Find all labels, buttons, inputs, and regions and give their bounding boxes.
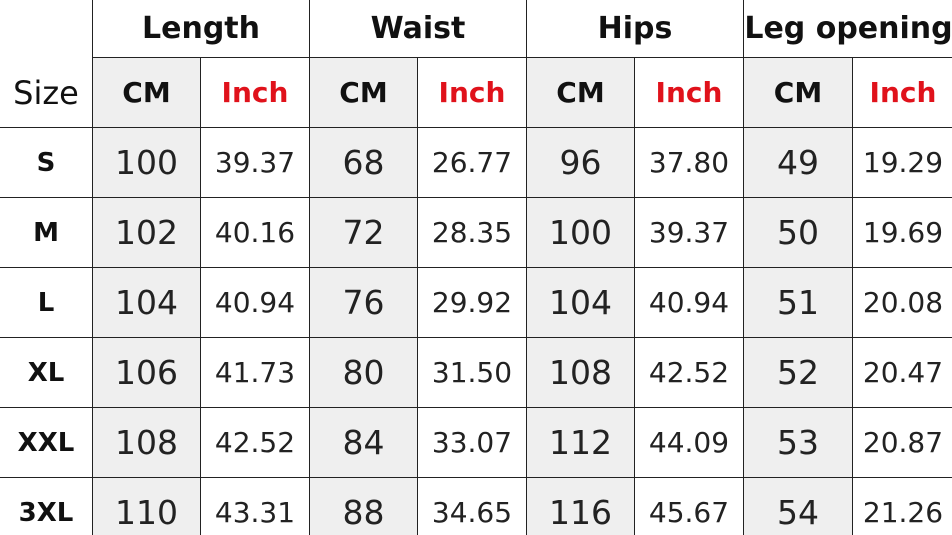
value-cell: 19.29	[853, 128, 952, 198]
size-cell: M	[0, 198, 93, 268]
value-cell: 20.47	[853, 338, 952, 408]
value-cell: 52	[744, 338, 853, 408]
unit-header: Inch	[201, 58, 310, 128]
value-cell: 100	[93, 128, 201, 198]
value-cell: 42.52	[201, 408, 310, 478]
value-cell: 28.35	[418, 198, 527, 268]
size-cell: L	[0, 268, 93, 338]
value-cell: 44.09	[635, 408, 744, 478]
value-cell: 40.16	[201, 198, 310, 268]
value-cell: 42.52	[635, 338, 744, 408]
value-cell: 104	[93, 268, 201, 338]
value-cell: 29.92	[418, 268, 527, 338]
value-cell: 88	[310, 478, 418, 535]
value-cell: 108	[527, 338, 635, 408]
value-cell: 19.69	[853, 198, 952, 268]
size-cell: XL	[0, 338, 93, 408]
value-cell: 53	[744, 408, 853, 478]
size-header: Size	[0, 58, 93, 128]
unit-header: CM	[310, 58, 418, 128]
size-cell: S	[0, 128, 93, 198]
value-cell: 84	[310, 408, 418, 478]
value-cell: 26.77	[418, 128, 527, 198]
value-cell: 20.08	[853, 268, 952, 338]
value-cell: 20.87	[853, 408, 952, 478]
value-cell: 21.26	[853, 478, 952, 535]
size-cell: 3XL	[0, 478, 93, 535]
value-cell: 102	[93, 198, 201, 268]
value-cell: 45.67	[635, 478, 744, 535]
unit-header: Inch	[418, 58, 527, 128]
value-cell: 40.94	[635, 268, 744, 338]
value-cell: 68	[310, 128, 418, 198]
value-cell: 116	[527, 478, 635, 535]
unit-header: CM	[744, 58, 853, 128]
value-cell: 41.73	[201, 338, 310, 408]
value-cell: 54	[744, 478, 853, 535]
value-cell: 31.50	[418, 338, 527, 408]
value-cell: 72	[310, 198, 418, 268]
unit-header: Inch	[635, 58, 744, 128]
value-cell: 106	[93, 338, 201, 408]
group-header: Length	[93, 0, 310, 58]
value-cell: 37.80	[635, 128, 744, 198]
value-cell: 112	[527, 408, 635, 478]
value-cell: 49	[744, 128, 853, 198]
value-cell: 108	[93, 408, 201, 478]
value-cell: 96	[527, 128, 635, 198]
value-cell: 33.07	[418, 408, 527, 478]
value-cell: 39.37	[201, 128, 310, 198]
value-cell: 110	[93, 478, 201, 535]
value-cell: 76	[310, 268, 418, 338]
value-cell: 100	[527, 198, 635, 268]
value-cell: 80	[310, 338, 418, 408]
corner-cell	[0, 0, 93, 58]
unit-header: CM	[527, 58, 635, 128]
unit-header: Inch	[853, 58, 952, 128]
value-cell: 50	[744, 198, 853, 268]
value-cell: 51	[744, 268, 853, 338]
group-header: Leg opening	[744, 0, 952, 58]
value-cell: 40.94	[201, 268, 310, 338]
size-cell: XXL	[0, 408, 93, 478]
value-cell: 39.37	[635, 198, 744, 268]
value-cell: 104	[527, 268, 635, 338]
value-cell: 34.65	[418, 478, 527, 535]
unit-header: CM	[93, 58, 201, 128]
value-cell: 43.31	[201, 478, 310, 535]
group-header: Waist	[310, 0, 527, 58]
group-header: Hips	[527, 0, 744, 58]
